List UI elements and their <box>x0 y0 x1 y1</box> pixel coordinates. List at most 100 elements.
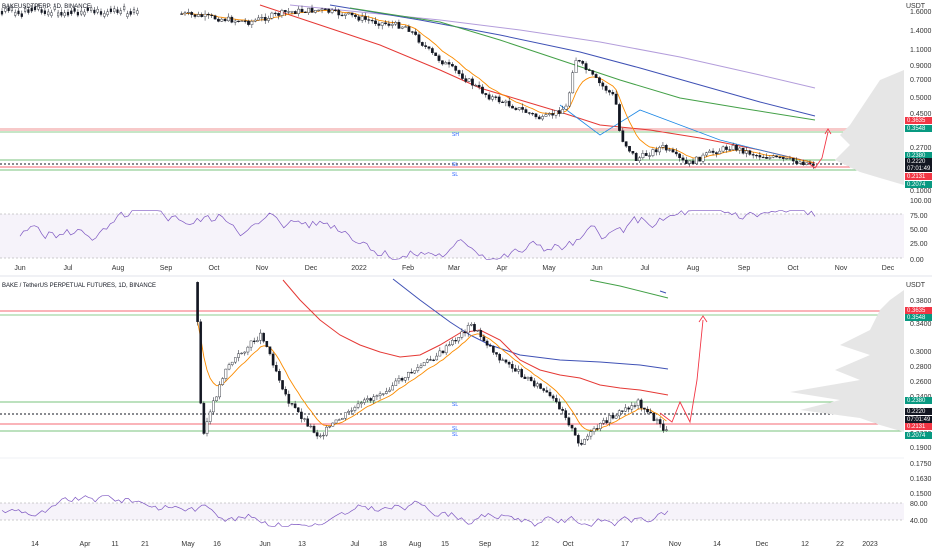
candle-body <box>344 412 347 419</box>
candle-body <box>583 439 586 445</box>
candle-body <box>551 395 555 399</box>
candle-body <box>378 393 382 396</box>
candle-body <box>477 84 481 88</box>
candle-body <box>297 8 301 14</box>
candle-body <box>542 388 546 391</box>
candle-body <box>708 150 712 154</box>
candle-body <box>510 364 514 369</box>
candle-body <box>374 20 377 25</box>
candle-body <box>701 154 705 162</box>
candle-body <box>567 417 571 426</box>
rsi-tick-label: 50.00 <box>910 227 928 234</box>
candle-body <box>636 399 640 406</box>
candle-body <box>385 391 388 394</box>
candle-body <box>270 12 274 19</box>
candle-body <box>461 73 464 79</box>
candle-body <box>438 350 442 357</box>
candle-body <box>193 14 197 17</box>
candle-body <box>504 359 508 363</box>
candle-body <box>388 389 391 392</box>
candle-body <box>558 401 561 410</box>
candle-body <box>589 431 593 437</box>
candle-body <box>410 371 413 374</box>
candle-body <box>310 7 314 13</box>
candle-body <box>644 153 648 156</box>
candle-body <box>805 162 809 166</box>
x-tick-label: Jul <box>641 265 650 272</box>
price-tag: 0.3635 <box>907 308 926 314</box>
candle-body <box>608 90 611 93</box>
candle-body <box>631 151 635 154</box>
candle-body <box>17 10 20 15</box>
candle-body <box>397 378 401 382</box>
candle-body <box>33 6 37 11</box>
candle-body <box>122 6 126 10</box>
price-tag: 0.2380 <box>907 153 926 159</box>
bottom-chart-title: BAKE / TetherUS PERPETUAL FUTURES, 1D, B… <box>2 283 156 289</box>
candle-body <box>448 344 451 347</box>
candle-body <box>200 14 204 17</box>
candle-body <box>407 26 411 32</box>
candle-body <box>404 26 407 28</box>
top-level-band-red <box>0 128 904 131</box>
candle-body <box>283 10 287 13</box>
candle-body <box>424 45 428 47</box>
y-tick-label: 0.4500 <box>910 111 932 118</box>
candle-body <box>109 8 112 13</box>
candle-body <box>356 403 360 408</box>
candle-body <box>658 419 662 425</box>
top-swing-markers: SH SL SL <box>452 132 459 178</box>
candle-body <box>691 160 695 164</box>
top-projection-arrowhead <box>824 128 832 135</box>
candle-body <box>523 376 527 379</box>
y-tick-label: 1.6000 <box>910 9 932 16</box>
candle-body <box>524 109 528 113</box>
candle-body <box>303 11 307 13</box>
candle-body <box>649 411 652 414</box>
candle-body <box>633 405 637 407</box>
candle-body <box>674 151 678 155</box>
candle-body <box>801 161 805 166</box>
y-tick-label: 0.1630 <box>910 476 932 483</box>
top-rsi-axis: 100.00 75.00 50.00 25.00 0.00 <box>910 198 932 264</box>
bottom-ma-orange <box>197 321 667 431</box>
candle-body <box>618 104 621 131</box>
candle-body <box>785 157 788 160</box>
candle-body <box>40 9 43 13</box>
candle-body <box>605 420 608 423</box>
candle-body <box>521 107 524 110</box>
candle-body <box>213 15 217 20</box>
y-tick-label: 0.3400 <box>910 321 932 328</box>
candle-body <box>586 435 590 440</box>
candle-body <box>234 357 237 363</box>
candle-body <box>375 395 379 397</box>
candle-body <box>390 23 394 26</box>
candle-body <box>202 402 206 434</box>
top-volume-profile <box>835 70 904 185</box>
candle-body <box>27 9 30 13</box>
candle-body <box>481 86 484 94</box>
candle-body <box>614 415 618 419</box>
candle-body <box>728 149 732 151</box>
x-tick-label: 12 <box>531 541 539 548</box>
candle-body <box>250 21 254 25</box>
candle-body <box>354 14 357 17</box>
candle-body <box>611 92 615 95</box>
candle-body <box>263 16 267 21</box>
x-tick-label: Jul <box>64 265 73 272</box>
x-tick-label: 21 <box>141 541 149 548</box>
candle-body <box>186 12 190 14</box>
candle-body <box>96 9 99 13</box>
price-tag: 0.2220 <box>907 159 926 165</box>
candle-body <box>564 410 568 418</box>
candle-body <box>224 368 228 379</box>
candle-body <box>400 378 404 381</box>
candle-body <box>599 423 602 429</box>
candle-body <box>267 18 270 21</box>
candle-body <box>425 359 429 363</box>
price-tag: 0.2074 <box>907 433 926 439</box>
candle-body <box>384 22 387 25</box>
candle-body <box>196 282 199 322</box>
